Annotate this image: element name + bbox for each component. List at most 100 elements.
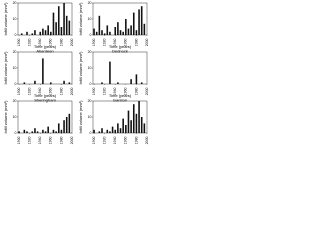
bar: [93, 129, 95, 133]
bar: [26, 31, 28, 35]
bar: [101, 128, 103, 133]
bar: [109, 31, 111, 35]
bar: [117, 123, 119, 133]
bar: [44, 30, 47, 35]
x-tick-label: 2000: [70, 87, 74, 95]
x-tick-label: 1940: [113, 136, 117, 144]
bar: [143, 123, 146, 133]
bar: [140, 82, 143, 84]
plot-frame: [17, 51, 73, 85]
x-axis-label: Time (years): [34, 44, 57, 49]
bar: [125, 19, 127, 35]
y-axis-label: Infill volume (mm³): [78, 100, 83, 134]
y-tick-label: 20: [13, 99, 17, 103]
x-tick-label: 1980: [59, 38, 63, 46]
x-tick-label: 1940: [38, 87, 42, 95]
y-tick-label: 20: [88, 50, 92, 54]
bar: [130, 79, 132, 84]
bar: [135, 74, 138, 84]
page: {"chart_data": [ {"type": "bar", "xlabel…: [3, 0, 149, 145]
bar: [101, 82, 103, 84]
bar: [47, 25, 49, 35]
bar: [135, 30, 138, 35]
bar: [42, 129, 44, 133]
bar: [68, 113, 71, 133]
bar: [125, 125, 127, 133]
x-axis-label: Time (years): [34, 93, 57, 98]
x-tick-label: 2000: [145, 136, 149, 144]
y-tick-label: 10: [13, 17, 17, 21]
x-tick-label: 2000: [145, 87, 149, 95]
panel-caption: Garston: [113, 98, 127, 103]
bar: [55, 131, 57, 133]
x-tick-label: 1960: [124, 136, 128, 144]
x-tick-label: 1900: [92, 38, 96, 46]
x-tick-label: 1980: [59, 87, 63, 95]
y-tick-label: 0: [90, 82, 92, 86]
y-tick-label: 20: [88, 1, 92, 5]
x-tick-label: 1900: [17, 136, 21, 144]
x-tick-label: 1940: [38, 38, 42, 46]
y-tick-label: 20: [13, 1, 17, 5]
bar: [63, 80, 65, 84]
bar: [101, 30, 103, 35]
x-tick-label: 1940: [38, 136, 42, 144]
bar: [44, 131, 47, 133]
bar: [31, 33, 34, 35]
bar: [57, 6, 60, 35]
y-tick-label: 10: [88, 17, 92, 21]
bar: [60, 27, 63, 35]
bar: [57, 123, 60, 133]
bar: [50, 82, 52, 84]
bar: [68, 82, 71, 84]
y-tick-label: 0: [15, 33, 17, 37]
bar: [98, 15, 101, 36]
bar: [109, 131, 111, 133]
bar: [138, 9, 140, 35]
bar: [140, 117, 143, 133]
bar: [60, 129, 63, 133]
y-tick-label: 0: [15, 131, 17, 135]
bar: [52, 129, 55, 133]
bar: [127, 28, 130, 35]
bar: [20, 33, 23, 35]
x-tick-label: 1940: [113, 87, 117, 95]
bar: [143, 23, 146, 35]
bar: [23, 129, 26, 133]
bar: [106, 129, 109, 133]
y-tick-label: 0: [90, 131, 92, 135]
bar: [55, 22, 57, 35]
x-tick-label: 1900: [92, 136, 96, 144]
bar: [122, 31, 124, 35]
bar: [117, 22, 119, 35]
x-tick-label: 2000: [70, 136, 74, 144]
bar: [138, 101, 140, 133]
y-tick-label: 20: [13, 50, 17, 54]
x-tick-label: 1920: [28, 136, 32, 144]
y-tick-label: 10: [13, 66, 17, 70]
y-tick-label: 20: [88, 99, 92, 103]
x-tick-label: 1920: [28, 38, 32, 46]
bar: [47, 126, 49, 133]
bar: [140, 6, 143, 35]
x-tick-label: 1960: [49, 38, 53, 46]
x-tick-label: 1920: [103, 136, 107, 144]
bar: [130, 25, 132, 35]
bar: [23, 82, 26, 84]
x-tick-label: 1960: [124, 87, 128, 95]
bar: [31, 131, 34, 133]
y-tick-label: 10: [88, 115, 92, 119]
x-tick-label: 1900: [17, 87, 21, 95]
bar: [132, 12, 135, 35]
y-tick-label: 10: [88, 66, 92, 70]
y-axis-label: Infill volume (mm³): [3, 51, 8, 85]
y-axis-label: Infill volume (mm³): [78, 51, 83, 85]
bar: [34, 30, 36, 35]
x-axis-label: Time (years): [109, 44, 132, 49]
bar: [65, 117, 68, 133]
bar: [135, 113, 138, 133]
x-tick-label: 1980: [134, 136, 138, 144]
bar: [127, 110, 130, 133]
bar: [122, 118, 124, 133]
bar: [26, 131, 28, 133]
